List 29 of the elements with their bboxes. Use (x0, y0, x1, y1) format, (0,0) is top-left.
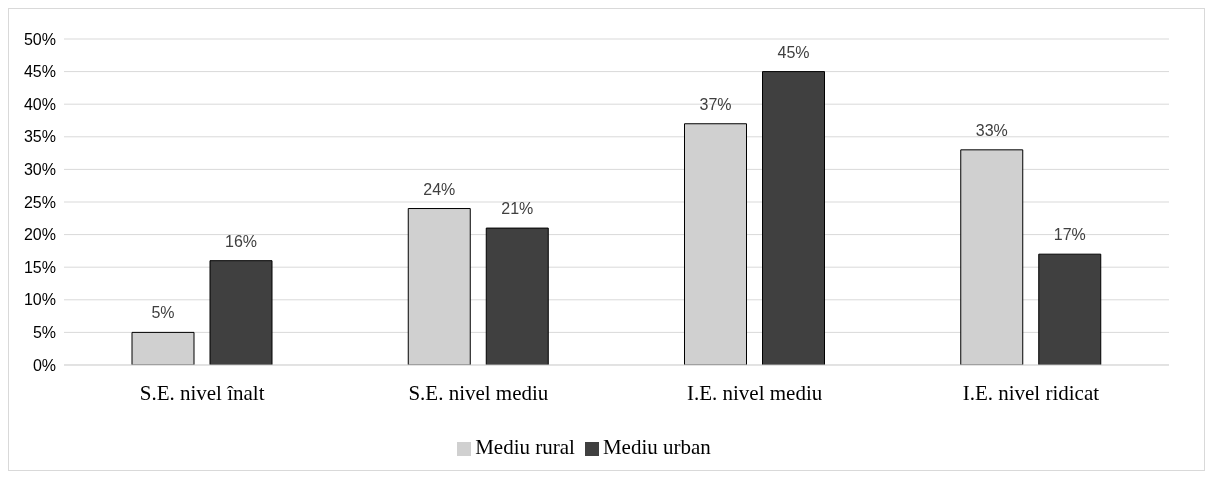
x-tick-label: I.E. nivel ridicat (962, 380, 1100, 405)
y-tick-label: 10% (23, 291, 56, 309)
data-label: 33% (975, 121, 1008, 139)
bar (209, 260, 273, 365)
bar (1038, 253, 1102, 365)
data-label: 37% (699, 95, 732, 113)
y-tick-label: 40% (23, 95, 56, 113)
y-tick-label: 20% (23, 226, 56, 244)
y-tick-label: 5% (32, 324, 56, 342)
legend-label: Mediu urban (602, 435, 711, 459)
data-label: 21% (501, 200, 534, 218)
y-tick-label: 15% (23, 258, 56, 276)
x-tick-label: S.E. nivel înalt (139, 380, 265, 405)
legend-label: Mediu rural (475, 435, 575, 459)
y-tick-label: 25% (23, 193, 56, 211)
bar (485, 227, 549, 365)
data-label: 24% (423, 180, 456, 198)
x-tick-label: I.E. nivel mediu (686, 380, 823, 405)
y-tick-label: 35% (23, 128, 56, 146)
y-tick-label: 50% (23, 30, 56, 48)
x-tick-label: S.E. nivel mediu (408, 380, 549, 405)
data-label: 5% (151, 304, 175, 322)
bar (762, 71, 825, 365)
y-tick-label: 0% (32, 356, 56, 374)
data-label: 16% (224, 232, 258, 250)
data-label: 45% (777, 43, 810, 61)
y-tick-label: 30% (23, 161, 56, 179)
data-label: 17% (1053, 226, 1086, 244)
y-tick-label: 45% (23, 63, 56, 81)
